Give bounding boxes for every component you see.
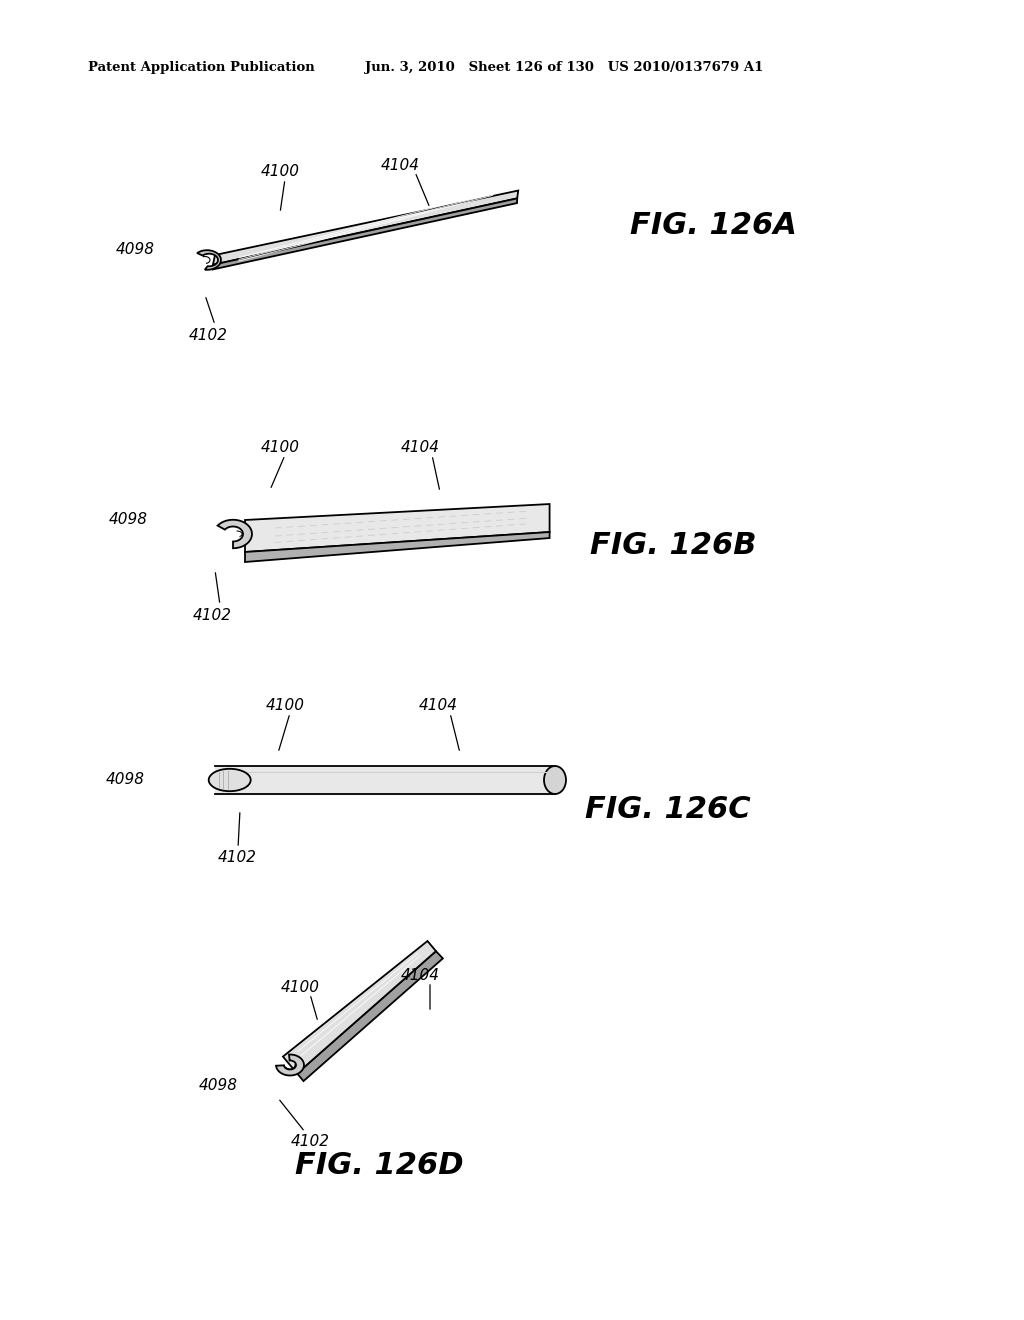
Text: 4104: 4104 (400, 441, 439, 455)
Polygon shape (283, 941, 436, 1073)
Text: 4100: 4100 (281, 981, 319, 995)
Polygon shape (276, 1055, 304, 1076)
Text: FIG. 126B: FIG. 126B (590, 531, 757, 560)
Text: FIG. 126A: FIG. 126A (630, 210, 797, 239)
Text: FIG. 126D: FIG. 126D (295, 1151, 464, 1180)
Text: 4102: 4102 (291, 1134, 330, 1150)
Text: 4100: 4100 (265, 698, 304, 714)
Text: 4102: 4102 (188, 327, 227, 342)
Text: 4102: 4102 (193, 607, 231, 623)
Text: Jun. 3, 2010   Sheet 126 of 130   US 2010/0137679 A1: Jun. 3, 2010 Sheet 126 of 130 US 2010/01… (365, 62, 763, 74)
Text: 4098: 4098 (116, 243, 155, 257)
Polygon shape (213, 190, 518, 265)
Text: 4100: 4100 (260, 441, 299, 455)
Polygon shape (245, 532, 550, 562)
Text: 4104: 4104 (381, 157, 420, 173)
Polygon shape (245, 504, 550, 552)
Polygon shape (213, 198, 517, 269)
Polygon shape (218, 520, 252, 548)
Text: 4098: 4098 (106, 772, 145, 788)
Text: 4104: 4104 (419, 698, 458, 714)
Polygon shape (197, 251, 221, 269)
Text: 4102: 4102 (217, 850, 256, 866)
Text: 4100: 4100 (260, 165, 299, 180)
Text: FIG. 126C: FIG. 126C (585, 796, 751, 825)
Polygon shape (297, 952, 442, 1081)
Ellipse shape (209, 768, 251, 791)
Text: 4104: 4104 (400, 968, 439, 982)
Text: Patent Application Publication: Patent Application Publication (88, 62, 314, 74)
Text: 4098: 4098 (199, 1077, 238, 1093)
Ellipse shape (544, 766, 566, 795)
Text: 4098: 4098 (109, 512, 148, 528)
